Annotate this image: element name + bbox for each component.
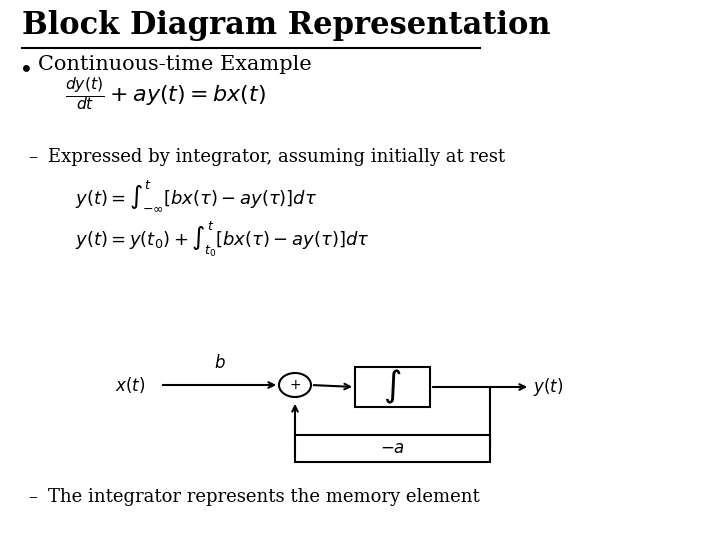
Text: $y(t)$: $y(t)$ xyxy=(533,376,563,398)
Text: The integrator represents the memory element: The integrator represents the memory ele… xyxy=(48,488,480,506)
Text: $y(t) = \int_{-\infty}^{t} [bx(\tau) - ay(\tau)]d\tau$: $y(t) = \int_{-\infty}^{t} [bx(\tau) - a… xyxy=(75,178,318,213)
Text: –: – xyxy=(28,488,37,506)
Text: $\int$: $\int$ xyxy=(383,368,402,406)
Text: $+$: $+$ xyxy=(289,378,301,392)
Text: Expressed by integrator, assuming initially at rest: Expressed by integrator, assuming initia… xyxy=(48,148,505,166)
Text: –: – xyxy=(28,148,37,166)
Text: Block Diagram Representation: Block Diagram Representation xyxy=(22,10,551,41)
FancyBboxPatch shape xyxy=(295,435,490,462)
Text: $-a$: $-a$ xyxy=(380,440,405,457)
Text: $b$: $b$ xyxy=(214,354,226,372)
Text: $y(t) = y(t_0) + \int_{t_0}^{t} [bx(\tau) - ay(\tau)]d\tau$: $y(t) = y(t_0) + \int_{t_0}^{t} [bx(\tau… xyxy=(75,220,369,259)
FancyBboxPatch shape xyxy=(355,367,430,407)
Text: $\frac{dy(t)}{dt} + ay(t) = bx(t)$: $\frac{dy(t)}{dt} + ay(t) = bx(t)$ xyxy=(65,75,266,113)
Text: $x(t)$: $x(t)$ xyxy=(115,375,145,395)
Text: $\bullet$: $\bullet$ xyxy=(18,55,31,79)
Text: Continuous-time Example: Continuous-time Example xyxy=(38,55,312,74)
